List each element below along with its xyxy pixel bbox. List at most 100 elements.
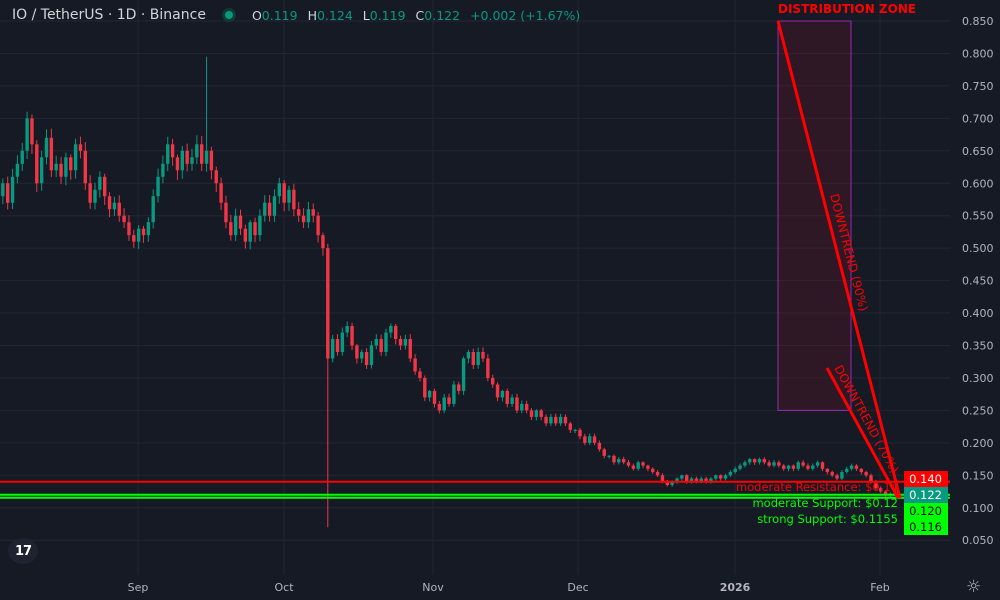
price-tag: [904, 503, 948, 519]
candle-body: [1, 183, 5, 197]
candle-body: [544, 416, 548, 424]
price-tick-label: 0.700: [962, 112, 994, 125]
candle-body: [607, 455, 611, 457]
symbol-title[interactable]: IO / TetherUS · 1D · Binance: [12, 7, 206, 23]
candle-body: [306, 209, 311, 223]
candle-body: [15, 163, 20, 177]
candle-body: [583, 436, 587, 443]
candle-body: [699, 478, 703, 482]
candle-body: [568, 423, 572, 430]
time-tick-label: Dec: [567, 581, 588, 594]
candle-body: [413, 358, 417, 372]
candle-body: [103, 176, 107, 197]
candle-body: [762, 459, 766, 463]
candle-body: [505, 390, 509, 404]
candle-body: [117, 202, 121, 216]
price-tag-label: 0.140: [909, 472, 942, 486]
distribution-zone-box[interactable]: [777, 20, 852, 411]
candle-body: [88, 183, 92, 203]
price-tick-label: 0.100: [962, 502, 994, 515]
candle-body: [146, 222, 151, 236]
price-axis: 0.850 0.800 0.750 0.700 0.650 0.600 0.550 0.500…: [962, 15, 994, 547]
candle-body: [112, 202, 117, 210]
candle-body: [253, 222, 257, 236]
candle-body: [403, 339, 408, 346]
candle-body: [73, 144, 78, 171]
candle-body: [859, 468, 863, 473]
candle-body: [35, 144, 39, 184]
candle-body: [461, 358, 466, 391]
candle-body: [83, 150, 87, 184]
candle-body: [287, 189, 291, 203]
candle-body: [641, 462, 645, 466]
candle-body: [806, 465, 810, 469]
candle-body: [612, 455, 616, 463]
price-tick-label: 0.750: [962, 80, 994, 93]
candle-body: [573, 429, 577, 431]
candle-body: [578, 429, 582, 437]
candle-body: [879, 488, 883, 492]
candle-body: [136, 228, 141, 242]
gear-icon[interactable]: ☼: [966, 577, 982, 597]
candle-body: [423, 377, 427, 398]
candle-body: [709, 478, 713, 482]
candle-body: [660, 475, 665, 482]
candle-body: [510, 397, 514, 404]
price-tick-label: 0.600: [962, 177, 994, 190]
candle-body: [277, 183, 281, 197]
candle-body: [685, 475, 689, 482]
candle-body: [704, 478, 708, 482]
high-value: H0.124: [307, 7, 353, 23]
price-tag: [904, 519, 948, 535]
candle-body: [520, 403, 524, 411]
downtrend-70-line[interactable]: [825, 367, 900, 499]
candle-body: [243, 228, 248, 242]
symbol-legend: IO / TetherUS · 1D · Binance O0.119 H0.1…: [12, 7, 580, 23]
candle-body: [723, 475, 728, 479]
candle-body: [791, 465, 796, 469]
candle-body: [452, 384, 456, 404]
candle-body: [161, 163, 165, 177]
candle-body: [54, 163, 58, 171]
candle-body: [311, 209, 315, 216]
time-axis: Sep Oct Nov Dec 2026 Feb: [128, 581, 890, 594]
price-tick-label: 0.450: [962, 275, 994, 288]
time-tick-label: Feb: [870, 581, 889, 594]
downtrend-90-line[interactable]: [776, 20, 902, 499]
candle-body: [321, 235, 325, 249]
candle-body: [752, 459, 757, 463]
candle-body: [345, 326, 349, 333]
candle-body: [107, 196, 112, 210]
candle-body: [718, 475, 723, 479]
candle-body: [408, 339, 412, 359]
candle-body: [248, 222, 252, 242]
candle-body: [170, 144, 175, 158]
candle-body: [141, 228, 146, 236]
candle-body: [432, 390, 437, 404]
candle-body: [733, 468, 737, 473]
price-tick-label: 0.800: [962, 47, 994, 60]
low-value: L0.119: [362, 7, 406, 23]
candle-body: [49, 137, 54, 171]
candle-body: [495, 384, 500, 398]
candle-body: [64, 157, 68, 177]
candle-body: [558, 416, 563, 424]
candle-body: [830, 472, 834, 476]
candle-body: [786, 465, 791, 469]
candle-body: [389, 326, 393, 333]
candle-body: [78, 144, 83, 151]
candle-body: [418, 371, 422, 378]
candle-body: [360, 351, 364, 359]
time-tick-label: Sep: [128, 581, 149, 594]
candle-body: [355, 345, 359, 359]
candle-body: [782, 465, 786, 469]
price-tick-label: 0.500: [962, 242, 994, 255]
tradingview-logo-icon[interactable]: 17: [8, 538, 38, 564]
candle-body: [694, 478, 699, 482]
candle-body: [631, 465, 636, 469]
downtrend-70-label: DOWNTREND (70%): [831, 363, 901, 476]
time-tick-label: 2026: [720, 581, 751, 594]
candle-body: [491, 377, 495, 385]
candle-body: [292, 189, 296, 210]
